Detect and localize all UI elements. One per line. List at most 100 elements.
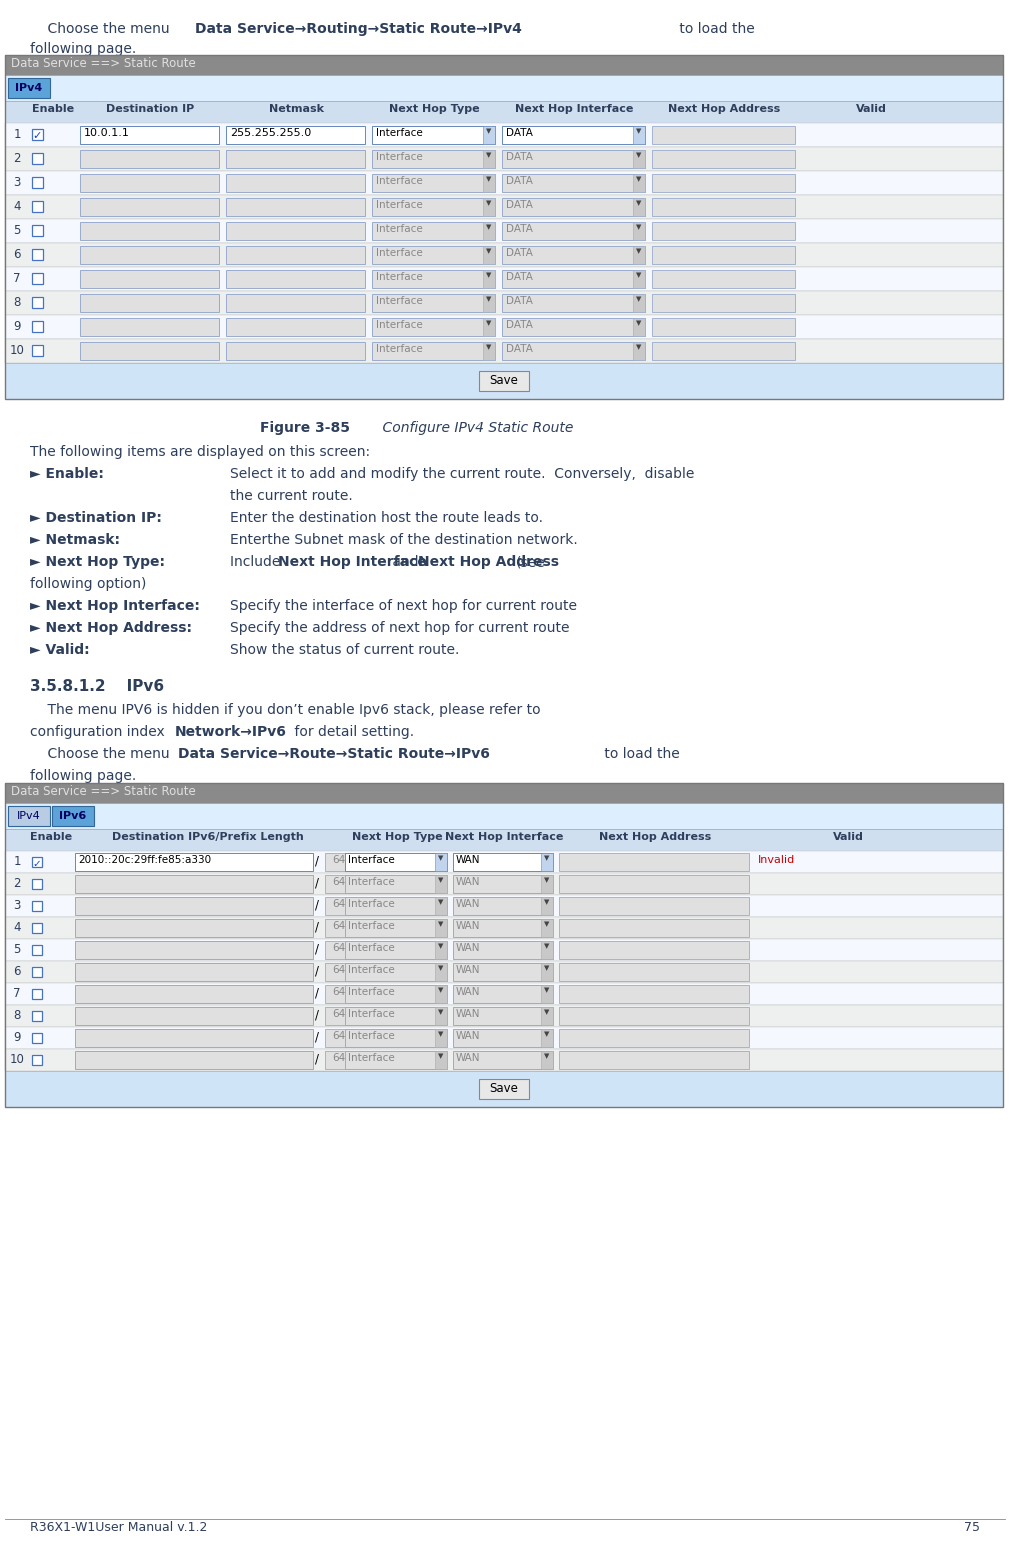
Bar (52, 805, 94, 826)
Bar (435, 1029, 447, 1047)
Bar (345, 984, 447, 1003)
Bar (5, 851, 1003, 872)
Text: ▼: ▼ (544, 899, 549, 905)
Text: R36X1-W1User Manual v.1.2: R36X1-W1User Manual v.1.2 (30, 1521, 207, 1533)
Bar (5, 917, 1003, 939)
Text: ▼: ▼ (486, 295, 492, 302)
Text: WAN: WAN (456, 966, 481, 975)
Text: 2010::20c:29ff:fe85:a330: 2010::20c:29ff:fe85:a330 (78, 855, 211, 865)
Bar (652, 271, 795, 288)
Text: ▼: ▼ (486, 201, 492, 205)
Text: 64: 64 (332, 921, 345, 931)
Bar (32, 857, 42, 868)
Bar (502, 319, 645, 336)
Bar (5, 1005, 1003, 1026)
Bar (5, 243, 1003, 267)
Bar (483, 149, 495, 168)
Bar (80, 271, 219, 288)
Text: DATA: DATA (506, 201, 533, 210)
Text: 64: 64 (332, 1009, 345, 1019)
Bar (541, 1008, 553, 1025)
Bar (483, 126, 495, 145)
Text: Interface: Interface (348, 942, 395, 953)
Bar (5, 1071, 1003, 1107)
Text: ▼: ▼ (438, 899, 443, 905)
Bar (75, 897, 313, 914)
Bar (75, 1051, 313, 1068)
Bar (541, 897, 553, 914)
Bar (226, 271, 365, 288)
Bar (541, 919, 553, 938)
Text: ▼: ▼ (438, 1009, 443, 1015)
Bar (32, 1033, 42, 1043)
Text: /: / (315, 1009, 319, 1022)
Bar (226, 174, 365, 191)
Bar (345, 1029, 447, 1047)
Text: ► Destination IP:: ► Destination IP: (30, 512, 162, 526)
Text: WAN: WAN (456, 899, 481, 910)
Text: Specify the address of next hop for current route: Specify the address of next hop for curr… (230, 620, 570, 634)
Bar (633, 294, 645, 313)
Bar (8, 78, 50, 98)
Bar (75, 919, 313, 938)
Text: ▼: ▼ (438, 966, 443, 970)
Bar (541, 984, 553, 1003)
Bar (559, 875, 749, 893)
Text: ▼: ▼ (438, 942, 443, 949)
Text: Data Service→Route→Static Route→IPv6: Data Service→Route→Static Route→IPv6 (178, 746, 490, 760)
Text: Netmask: Netmask (269, 104, 323, 114)
Text: Interface: Interface (348, 966, 395, 975)
Bar (5, 802, 1003, 829)
Text: ▼: ▼ (636, 295, 641, 302)
Bar (652, 149, 795, 168)
Text: ► Next Hop Interface:: ► Next Hop Interface: (30, 599, 200, 613)
Bar (5, 1050, 1003, 1071)
Text: 2: 2 (13, 152, 21, 165)
Bar (32, 924, 42, 933)
Text: ▼: ▼ (544, 966, 549, 970)
Text: ▼: ▼ (636, 247, 641, 253)
Bar (32, 249, 43, 260)
Bar (502, 197, 645, 216)
Bar (75, 875, 313, 893)
Text: ▼: ▼ (544, 921, 549, 927)
Text: The following items are displayed on this screen:: The following items are displayed on thi… (30, 445, 370, 459)
Bar (5, 194, 1003, 219)
Text: following page.: following page. (30, 770, 136, 784)
Bar (559, 854, 749, 871)
Text: ▼: ▼ (636, 176, 641, 182)
Text: ▼: ▼ (486, 152, 492, 159)
Bar (5, 171, 1003, 194)
Bar (435, 984, 447, 1003)
Bar (483, 294, 495, 313)
Text: Interface: Interface (376, 128, 423, 138)
Bar (325, 854, 354, 871)
Text: Interface: Interface (348, 1009, 395, 1019)
Bar (5, 1026, 1003, 1050)
Text: IPv4: IPv4 (17, 812, 40, 821)
Bar (372, 222, 495, 239)
Bar (32, 320, 43, 333)
Text: 4: 4 (13, 201, 21, 213)
Bar (453, 854, 553, 871)
Text: ▼: ▼ (636, 272, 641, 278)
Bar (75, 854, 313, 871)
Text: DATA: DATA (506, 152, 533, 162)
Bar (633, 222, 645, 239)
Text: ► Valid:: ► Valid: (30, 644, 90, 658)
Bar (502, 126, 645, 145)
Text: ▼: ▼ (544, 1031, 549, 1037)
Bar (633, 271, 645, 288)
Text: ▼: ▼ (544, 1009, 549, 1015)
Text: Interface: Interface (376, 272, 423, 281)
Text: /: / (315, 942, 319, 956)
Bar (372, 197, 495, 216)
Bar (75, 963, 313, 981)
Bar (435, 1051, 447, 1068)
Bar (32, 274, 43, 285)
Bar (80, 246, 219, 264)
Bar (325, 1029, 354, 1047)
Text: Next Hop Address: Next Hop Address (599, 832, 711, 841)
Bar (652, 222, 795, 239)
Bar (345, 875, 447, 893)
